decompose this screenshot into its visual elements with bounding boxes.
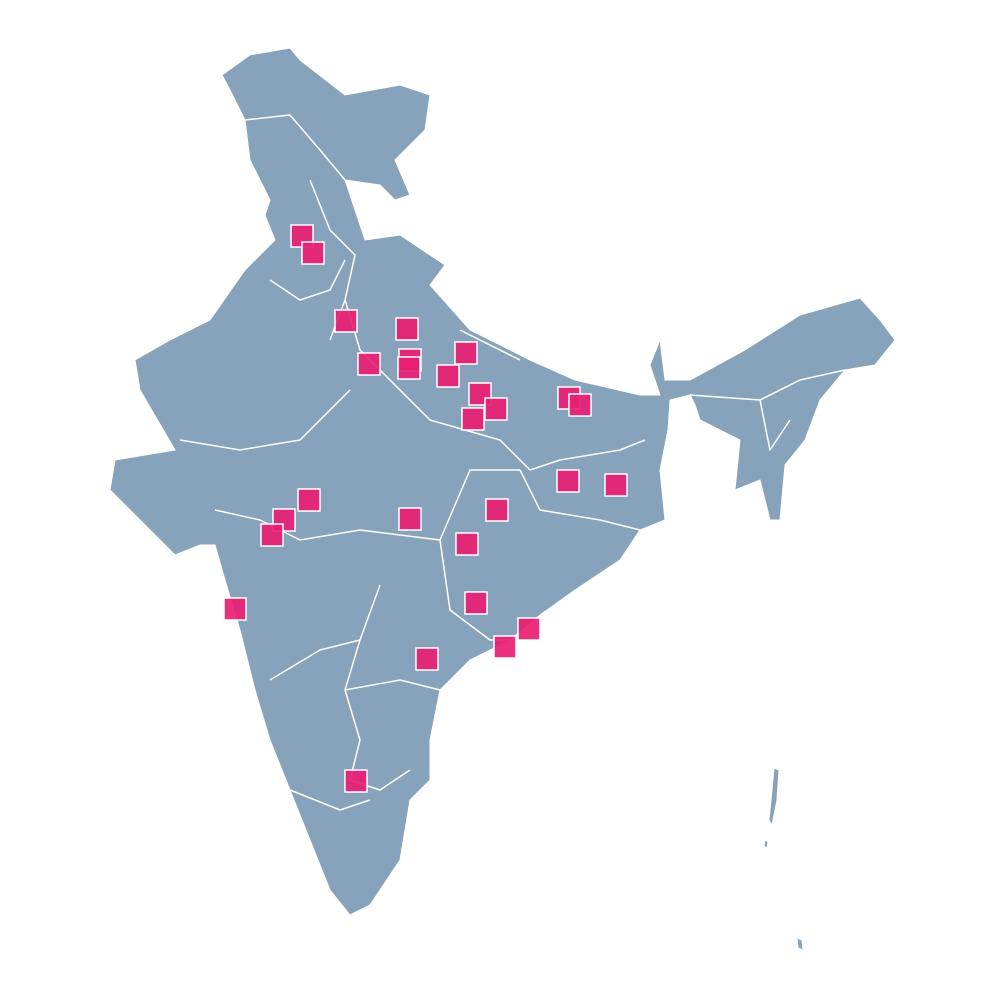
location-marker[interactable]	[397, 356, 421, 380]
location-marker[interactable]	[260, 523, 284, 547]
location-marker[interactable]	[334, 309, 358, 333]
location-marker[interactable]	[484, 397, 508, 421]
marker-layer	[223, 224, 628, 793]
location-marker[interactable]	[461, 407, 485, 431]
location-marker[interactable]	[604, 473, 628, 497]
location-marker[interactable]	[436, 364, 460, 388]
location-marker[interactable]	[455, 532, 479, 556]
island-andaman	[768, 767, 780, 827]
location-marker[interactable]	[297, 488, 321, 512]
location-marker[interactable]	[454, 341, 478, 365]
location-marker[interactable]	[398, 507, 422, 531]
location-marker[interactable]	[464, 591, 488, 615]
location-marker[interactable]	[301, 241, 325, 265]
location-marker[interactable]	[357, 352, 381, 376]
location-marker[interactable]	[415, 647, 439, 671]
location-marker[interactable]	[344, 769, 368, 793]
island-small	[763, 839, 769, 849]
location-marker[interactable]	[517, 617, 541, 641]
location-marker[interactable]	[556, 469, 580, 493]
location-marker[interactable]	[568, 393, 592, 417]
location-marker[interactable]	[223, 597, 247, 621]
island-nicobar	[796, 937, 804, 951]
location-marker[interactable]	[395, 317, 419, 341]
location-marker[interactable]	[485, 498, 509, 522]
location-marker[interactable]	[493, 635, 517, 659]
